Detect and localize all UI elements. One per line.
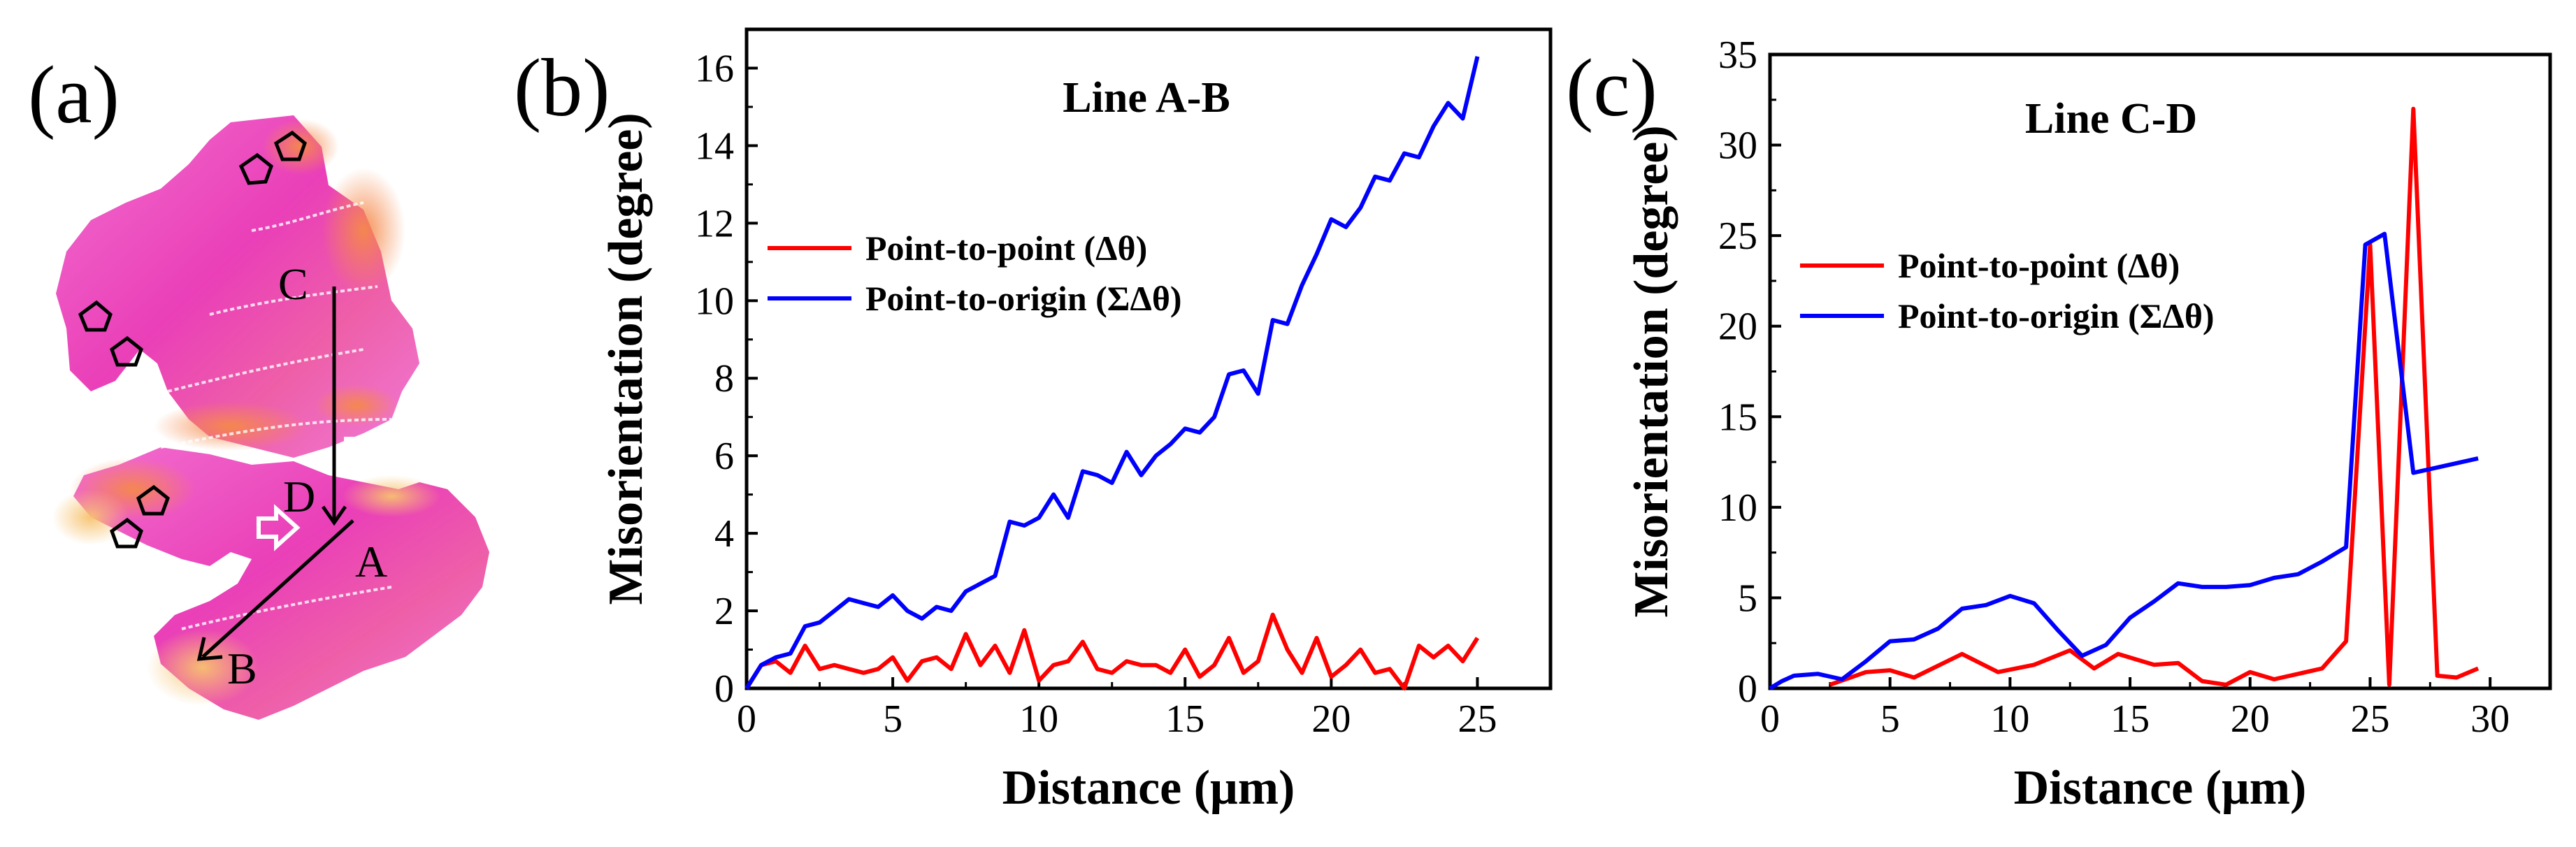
map-letter-d: D xyxy=(283,472,315,521)
x-axis-title: Distance (μm) xyxy=(2014,761,2307,815)
series-line-point-to-origin xyxy=(1769,231,2479,690)
y-tick-label: 2 xyxy=(714,590,734,633)
x-tick-label: 30 xyxy=(2470,697,2510,741)
y-tick-label: 10 xyxy=(695,280,734,323)
scan-lines xyxy=(196,287,354,661)
x-tick-label: 20 xyxy=(2231,697,2270,741)
x-tick-label: 25 xyxy=(2350,697,2389,741)
y-tick-label: 15 xyxy=(1718,396,1757,439)
map-letter-a: A xyxy=(355,537,387,586)
orange-region xyxy=(154,402,308,451)
map-letter-c: C xyxy=(278,259,308,309)
y-tick-label: 25 xyxy=(1718,215,1757,258)
series-line-point-to-point xyxy=(1829,106,2480,687)
series-line-point-to-origin xyxy=(744,56,1480,690)
orange-region xyxy=(262,119,339,175)
yellow-region xyxy=(147,629,259,706)
y-tick-label: 14 xyxy=(695,124,734,168)
legend-label: Point-to-origin (ΣΔθ) xyxy=(865,279,1182,318)
orientation-map: C D A B xyxy=(52,115,489,720)
x-tick-label: 15 xyxy=(1165,697,1204,741)
y-tick-label: 8 xyxy=(714,357,734,400)
y-tick-label: 0 xyxy=(1738,667,1757,711)
chart-line-a-b: Line A-B Distance (μm) Misorientation (d… xyxy=(599,27,1553,815)
y-tick-label: 35 xyxy=(1718,34,1757,77)
y-tick-label: 10 xyxy=(1718,486,1757,530)
x-axis-title: Distance (μm) xyxy=(1002,761,1295,815)
legend-label: Point-to-origin (ΣΔθ) xyxy=(1898,296,2215,335)
y-axis-title: Misorientation (degree) xyxy=(599,113,653,605)
x-tick-label: 20 xyxy=(1311,697,1351,741)
y-tick-label: 5 xyxy=(1738,577,1757,620)
chart-line-c-d: Line C-D Distance (μm) Misorientation (d… xyxy=(1625,34,2552,815)
y-tick-label: 12 xyxy=(695,202,734,245)
x-tick-label: 25 xyxy=(1458,697,1497,741)
y-axis-title: Misorientation (degree) xyxy=(1625,125,1678,617)
y-tick-label: 0 xyxy=(714,667,734,711)
chart-title: Line A-B xyxy=(1063,74,1230,122)
x-tick-label: 10 xyxy=(1990,697,2029,741)
orange-region xyxy=(322,168,405,294)
y-tick-label: 20 xyxy=(1718,305,1757,349)
panel-label-a: (a) xyxy=(28,49,120,140)
y-tick-label: 16 xyxy=(695,47,734,90)
plot-frame xyxy=(744,27,1553,690)
x-tick-label: 0 xyxy=(737,697,756,741)
panel-label-c: (c) xyxy=(1566,42,1657,133)
x-tick-label: 0 xyxy=(1760,697,1780,741)
pentagon-markers xyxy=(78,130,307,549)
y-tick-label: 6 xyxy=(714,435,734,478)
x-tick-label: 5 xyxy=(1880,697,1900,741)
y-tick-label: 4 xyxy=(714,512,734,556)
legend-label: Point-to-point (Δθ) xyxy=(1898,246,2180,285)
map-letter-b: B xyxy=(227,644,257,693)
panel-label-b: (b) xyxy=(514,42,610,133)
x-tick-label: 10 xyxy=(1019,697,1058,741)
yellow-region xyxy=(343,475,440,517)
arrow-markers xyxy=(257,437,391,551)
x-tick-label: 15 xyxy=(2110,697,2150,741)
legend-label: Point-to-point (Δθ) xyxy=(865,229,1147,268)
yellow-region xyxy=(52,489,129,545)
series-line-point-to-point xyxy=(744,612,1480,690)
x-tick-label: 5 xyxy=(883,697,902,741)
chart-title: Line C-D xyxy=(2025,95,2197,143)
y-tick-label: 30 xyxy=(1718,124,1757,168)
